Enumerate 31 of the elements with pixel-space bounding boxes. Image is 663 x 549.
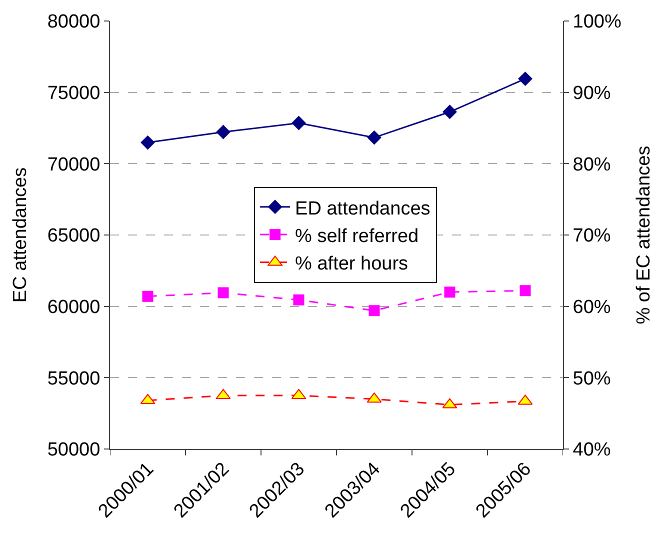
point — [293, 294, 304, 306]
y2-axis-title: % of EC attendances — [633, 146, 654, 324]
y-tick-label: 55000 — [47, 368, 100, 390]
y-axis-title: EC attendances — [10, 167, 32, 303]
y2-tick-label: 90% — [572, 82, 611, 104]
point — [367, 130, 382, 145]
legend-label: % self referred — [295, 226, 419, 247]
point — [218, 287, 229, 298]
point — [216, 124, 230, 139]
point — [368, 305, 380, 316]
y2-tick-label: 40% — [572, 440, 611, 461]
y2-tick-label: 80% — [572, 154, 611, 176]
y-tick-label: 75000 — [47, 82, 100, 104]
point — [520, 285, 531, 296]
legend-label: % after hours — [295, 254, 408, 275]
y-tick-label: 80000 — [47, 12, 100, 33]
point — [518, 72, 532, 86]
y2-tick-label: 100% — [572, 12, 622, 33]
point — [292, 116, 306, 130]
y-tick-label: 65000 — [47, 226, 100, 247]
y-tick-label: 50000 — [47, 440, 100, 461]
point — [142, 290, 154, 302]
y-tick-label: 60000 — [47, 296, 100, 318]
point — [140, 136, 155, 150]
point — [442, 104, 457, 119]
y2-tick-label: 50% — [572, 368, 611, 390]
legend-label: ED attendances — [295, 198, 430, 220]
y2-tick-label: 70% — [572, 226, 611, 247]
point — [444, 286, 456, 298]
y2-tick-label: 60% — [572, 296, 611, 318]
y-tick-label: 70000 — [47, 154, 100, 176]
